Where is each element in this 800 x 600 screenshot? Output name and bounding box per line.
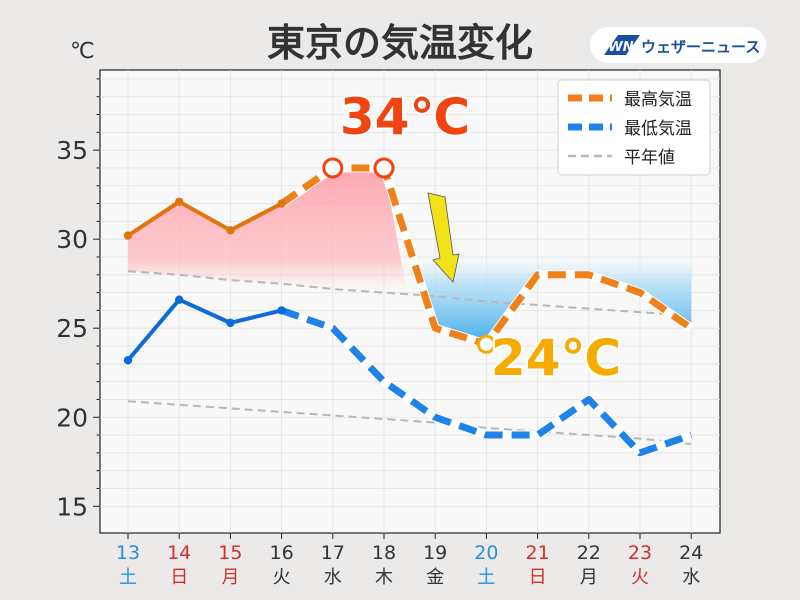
above-normal-fill bbox=[128, 167, 408, 293]
x-tick-label-day: 20 bbox=[474, 542, 498, 564]
brand-name: ウェザーニュース bbox=[641, 38, 760, 56]
low-observed-line bbox=[126, 297, 283, 362]
x-tick-label-day: 15 bbox=[218, 542, 242, 564]
high-point bbox=[277, 199, 286, 208]
min-temperature-marker bbox=[476, 334, 496, 354]
brand-logo-icon: WN bbox=[604, 35, 640, 55]
y-tick-label: 30 bbox=[56, 225, 88, 254]
legend-label-low: 最低気温 bbox=[624, 119, 692, 139]
x-tick-label-day: 16 bbox=[270, 542, 294, 564]
y-axis-unit-label: ℃ bbox=[70, 39, 95, 64]
max-temperature-callout: 34℃ bbox=[340, 88, 470, 146]
x-tick-label-weekday: 土 bbox=[119, 567, 137, 588]
high-point bbox=[123, 231, 133, 240]
normal-low-line bbox=[127, 400, 692, 445]
x-tick-label-weekday: 木 bbox=[375, 567, 393, 588]
x-tick-label-weekday: 土 bbox=[477, 567, 495, 588]
brand-logo-text: WN bbox=[608, 40, 633, 55]
x-tick-label-day: 24 bbox=[679, 542, 703, 564]
legend-label-normal: 平年値 bbox=[624, 148, 675, 168]
x-tick-label-weekday: 火 bbox=[631, 567, 649, 588]
x-tick-label-weekday: 水 bbox=[324, 567, 342, 588]
x-tick-label-day: 13 bbox=[116, 542, 140, 564]
y-axis: 15 20 25 30 35 bbox=[56, 78, 100, 521]
x-tick-label-day: 14 bbox=[167, 542, 191, 564]
max-temperature-marker bbox=[373, 157, 395, 179]
x-tick-label-weekday: 日 bbox=[170, 567, 188, 588]
legend-item-low: 最低気温 bbox=[568, 119, 692, 139]
temperature-anomaly-fills bbox=[128, 167, 692, 345]
x-tick-label-weekday: 日 bbox=[529, 567, 547, 588]
high-observed-line bbox=[126, 199, 283, 238]
x-tick-label-day: 21 bbox=[526, 542, 550, 564]
min-temperature-callout: 24℃ bbox=[491, 329, 621, 387]
x-tick-label-weekday: 月 bbox=[221, 567, 239, 588]
y-tick-label: 35 bbox=[56, 136, 88, 165]
low-point bbox=[175, 295, 184, 304]
normal-high-line bbox=[127, 270, 692, 317]
legend: 最高気温 最低気温 平年値 bbox=[557, 79, 711, 176]
x-tick-label-weekday: 水 bbox=[682, 567, 700, 588]
x-tick-label-weekday: 金 bbox=[426, 567, 444, 588]
y-tick-label: 25 bbox=[56, 314, 88, 343]
chart-title: 東京の気温変化 bbox=[267, 21, 533, 65]
normal-lines bbox=[127, 270, 692, 445]
low-point bbox=[277, 306, 286, 315]
x-tick-label-day: 23 bbox=[628, 542, 652, 564]
y-tick-label: 15 bbox=[56, 492, 88, 521]
down-arrow-icon bbox=[427, 192, 460, 283]
max-temperature-marker bbox=[322, 157, 344, 179]
low-forecast-line bbox=[280, 307, 693, 457]
x-tick-label-day: 19 bbox=[423, 542, 447, 564]
x-axis: 13 土 14 日 15 月 16 火 17 水 18 木 19 金 20 土 21 日 22 月 23 火 24 水 bbox=[116, 533, 703, 588]
legend-label-high: 最高気温 bbox=[624, 90, 692, 110]
series-lines bbox=[123, 157, 694, 458]
brand-badge: WN ウェザーニュース bbox=[590, 27, 766, 63]
x-tick-label-day: 18 bbox=[372, 542, 396, 564]
x-tick-label-day: 22 bbox=[577, 542, 601, 564]
legend-item-high: 最高気温 bbox=[568, 90, 692, 110]
high-point bbox=[175, 197, 184, 206]
low-point bbox=[226, 318, 235, 328]
legend-box bbox=[557, 79, 711, 176]
x-tick-label-weekday: 火 bbox=[273, 567, 291, 588]
x-tick-label-weekday: 月 bbox=[580, 567, 598, 588]
x-tick-label-day: 17 bbox=[321, 542, 345, 564]
low-point bbox=[123, 356, 133, 365]
below-normal-fill bbox=[422, 248, 692, 345]
legend-item-normal: 平年値 bbox=[568, 148, 675, 168]
high-point bbox=[226, 226, 235, 235]
y-tick-label: 20 bbox=[56, 403, 88, 432]
